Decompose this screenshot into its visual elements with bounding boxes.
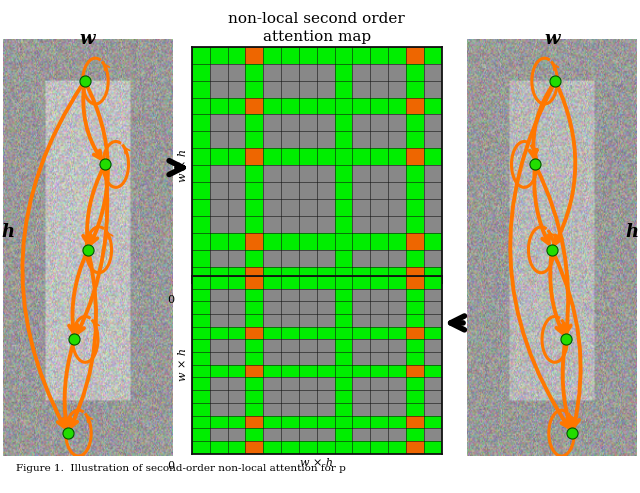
- Bar: [406, 365, 424, 378]
- Bar: [192, 267, 442, 283]
- Bar: [246, 233, 263, 249]
- Bar: [192, 365, 442, 378]
- Bar: [406, 276, 424, 454]
- Text: h: h: [1, 223, 15, 241]
- Bar: [192, 276, 210, 454]
- Bar: [246, 47, 263, 283]
- Y-axis label: w × h: w × h: [178, 349, 188, 381]
- X-axis label: w × h: w × h: [300, 458, 333, 468]
- Bar: [406, 267, 424, 283]
- Bar: [246, 148, 263, 165]
- Bar: [406, 98, 424, 114]
- Bar: [192, 233, 442, 249]
- Bar: [192, 47, 442, 64]
- Bar: [246, 276, 263, 289]
- Bar: [335, 276, 353, 454]
- Bar: [406, 441, 424, 454]
- Bar: [335, 47, 353, 283]
- Bar: [406, 276, 424, 289]
- Text: attention map: attention map: [263, 30, 371, 43]
- Bar: [406, 148, 424, 165]
- Text: 0: 0: [167, 461, 174, 471]
- Bar: [406, 47, 424, 64]
- Bar: [406, 327, 424, 340]
- Bar: [406, 47, 424, 283]
- Text: Figure 1.  Illustration of second-order non-local attention for p: Figure 1. Illustration of second-order n…: [16, 464, 346, 473]
- Bar: [406, 233, 424, 249]
- Bar: [246, 416, 263, 428]
- X-axis label: w × h: w × h: [300, 287, 333, 298]
- Bar: [246, 441, 263, 454]
- Text: w: w: [80, 30, 95, 48]
- Bar: [192, 276, 442, 289]
- Bar: [246, 276, 263, 454]
- Text: h: h: [625, 223, 639, 241]
- Text: non-local second order: non-local second order: [228, 12, 405, 26]
- Bar: [246, 267, 263, 283]
- Bar: [246, 365, 263, 378]
- Bar: [246, 327, 263, 340]
- Bar: [192, 416, 442, 428]
- Bar: [246, 98, 263, 114]
- Y-axis label: w × h: w × h: [178, 149, 188, 181]
- Text: w: w: [545, 30, 560, 48]
- Bar: [192, 441, 442, 454]
- Bar: [192, 148, 442, 165]
- Bar: [192, 98, 442, 114]
- Text: 0: 0: [167, 295, 174, 305]
- Bar: [192, 327, 442, 340]
- Bar: [246, 47, 263, 64]
- Bar: [192, 47, 210, 283]
- Bar: [406, 416, 424, 428]
